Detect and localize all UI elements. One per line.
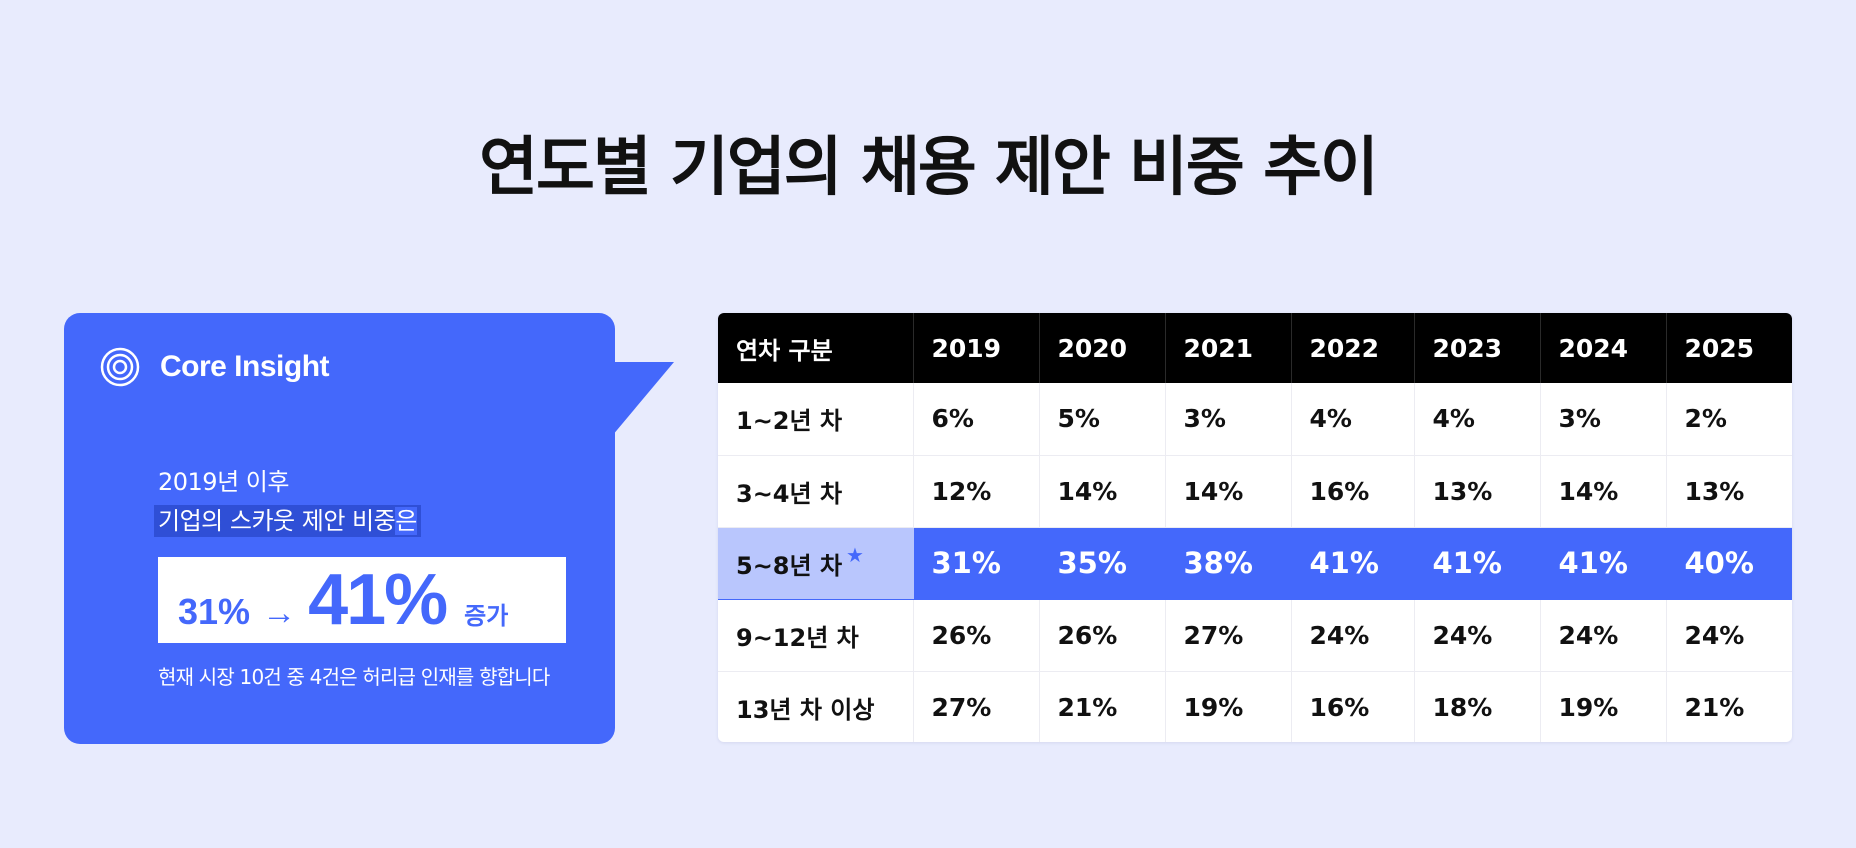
data-table: 연차 구분 2019 2020 2021 2022 2023 2024 2025 1~2년 차… xyxy=(718,313,1792,742)
table-cell: 27% xyxy=(913,671,1040,742)
table-cell: 38% xyxy=(1165,527,1292,600)
table-cell: 24% xyxy=(1540,599,1667,672)
table-cell: 18% xyxy=(1414,671,1541,742)
table-cell: 14% xyxy=(1540,455,1667,528)
row-label: 3~4년 차 xyxy=(718,455,914,528)
insight-line2-tail: 은 xyxy=(395,507,417,535)
row-label: 5~8년 차 ★ xyxy=(718,527,914,600)
data-table-container: 연차 구분 2019 2020 2021 2022 2023 2024 2025 1~2년 차… xyxy=(718,313,1792,742)
table-header-year: 2025 xyxy=(1666,313,1792,383)
table-cell: 40% xyxy=(1666,527,1792,600)
table-header-year: 2022 xyxy=(1291,313,1415,383)
table-cell: 31% xyxy=(913,527,1040,600)
row-label: 9~12년 차 xyxy=(718,599,914,672)
table-header-year: 2024 xyxy=(1540,313,1667,383)
table-cell: 2% xyxy=(1666,383,1792,456)
table-row: 3~4년 차 12% 14% 14% 16% 13% 14% 13% xyxy=(718,455,1792,528)
speech-pointer xyxy=(612,362,674,436)
stat-box: 31% → 41% 증가 xyxy=(158,557,566,643)
table-cell: 41% xyxy=(1540,527,1667,600)
row-label: 1~2년 차 xyxy=(718,383,914,456)
star-icon: ★ xyxy=(846,542,864,567)
insight-line2: 기업의 스카웃 제안 비중은 xyxy=(154,505,421,537)
row-label: 13년 차 이상 xyxy=(718,671,914,742)
table-body: 1~2년 차 6% 5% 3% 4% 4% 3% 2% 3~4년 차 12% 14% 14% 16% 13… xyxy=(718,383,1792,742)
table-header-year: 2021 xyxy=(1165,313,1292,383)
table-cell: 21% xyxy=(1039,671,1166,742)
insight-note: 현재 시장 10건 중 4건은 허리급 인재를 향합니다 xyxy=(158,665,550,689)
page-title: 연도별 기업의 채용 제안 비중 추이 xyxy=(479,131,1379,205)
table-cell: 26% xyxy=(913,599,1040,672)
table-header-label: 연차 구분 xyxy=(718,313,914,383)
table-row-highlighted: 5~8년 차 ★ 31% 35% 38% 41% 41% 41% 40% xyxy=(718,527,1792,600)
table-cell: 14% xyxy=(1165,455,1292,528)
table-cell: 35% xyxy=(1039,527,1166,600)
table-header-year: 2023 xyxy=(1414,313,1541,383)
row-label-text: 5~8년 차 xyxy=(736,551,843,580)
table-header-row: 연차 구분 2019 2020 2021 2022 2023 2024 2025 xyxy=(718,313,1792,383)
table-cell: 24% xyxy=(1291,599,1415,672)
insight-line2-highlight: 기업의 스카웃 제안 비중 xyxy=(158,507,396,535)
table-cell: 21% xyxy=(1684,692,1745,722)
table-cell: 24% xyxy=(1666,599,1792,672)
concentric-circles-icon xyxy=(100,347,140,387)
table-cell: 16% xyxy=(1291,671,1415,742)
table-header-year: 2019 xyxy=(913,313,1040,383)
table-cell: 13% xyxy=(1666,455,1792,528)
stat-suffix: 증가 xyxy=(464,602,509,630)
stat-to: 41% xyxy=(308,560,448,640)
insight-label: Core Insight xyxy=(160,350,330,383)
table-cell: 41% xyxy=(1291,527,1415,600)
table-cell: 14% xyxy=(1039,455,1166,528)
table-cell: 16% xyxy=(1291,455,1415,528)
table-row: 9~12년 차 26% 26% 27% 24% 24% 24% 24% xyxy=(718,599,1792,672)
arrow-right-icon: → xyxy=(262,594,297,632)
table-cell: 19% xyxy=(1165,671,1292,742)
table-cell: 4% xyxy=(1291,383,1415,456)
table-cell: 6% xyxy=(913,383,1040,456)
table-cell: 13% xyxy=(1414,455,1541,528)
insight-line1: 2019년 이후 xyxy=(158,468,289,496)
table-cell: 3% xyxy=(1540,383,1667,456)
table-row: 13년 차 이상 27% 21% 19% 16% 18% 19% 21% xyxy=(718,671,1792,742)
row-label-text: 1~2년 차 xyxy=(736,407,843,436)
table-cell: 4% xyxy=(1414,383,1541,456)
stat-from: 31% xyxy=(178,591,251,632)
table-header-year: 2020 xyxy=(1039,313,1166,383)
table-cell: 19% xyxy=(1540,671,1667,742)
table-row: 1~2년 차 6% 5% 3% 4% 4% 3% 2% xyxy=(718,383,1792,456)
table-cell: 12% xyxy=(913,455,1040,528)
insight-header: Core Insight xyxy=(100,347,330,387)
row-label-text: 13년 차 이상 xyxy=(736,695,875,724)
row-label-text: 9~12년 차 xyxy=(736,623,859,652)
table-cell: 41% xyxy=(1414,527,1541,600)
table-cell: 24% xyxy=(1414,599,1541,672)
row-label-text: 3~4년 차 xyxy=(736,479,843,508)
core-insight-card: Core Insight 2019년 이후 기업의 스카웃 제안 비중은 31%… xyxy=(64,313,615,744)
table-cell: 26% xyxy=(1039,599,1166,672)
table-cell: 27% xyxy=(1165,599,1292,672)
table-cell: 5% xyxy=(1039,383,1166,456)
table-cell: 3% xyxy=(1165,383,1292,456)
